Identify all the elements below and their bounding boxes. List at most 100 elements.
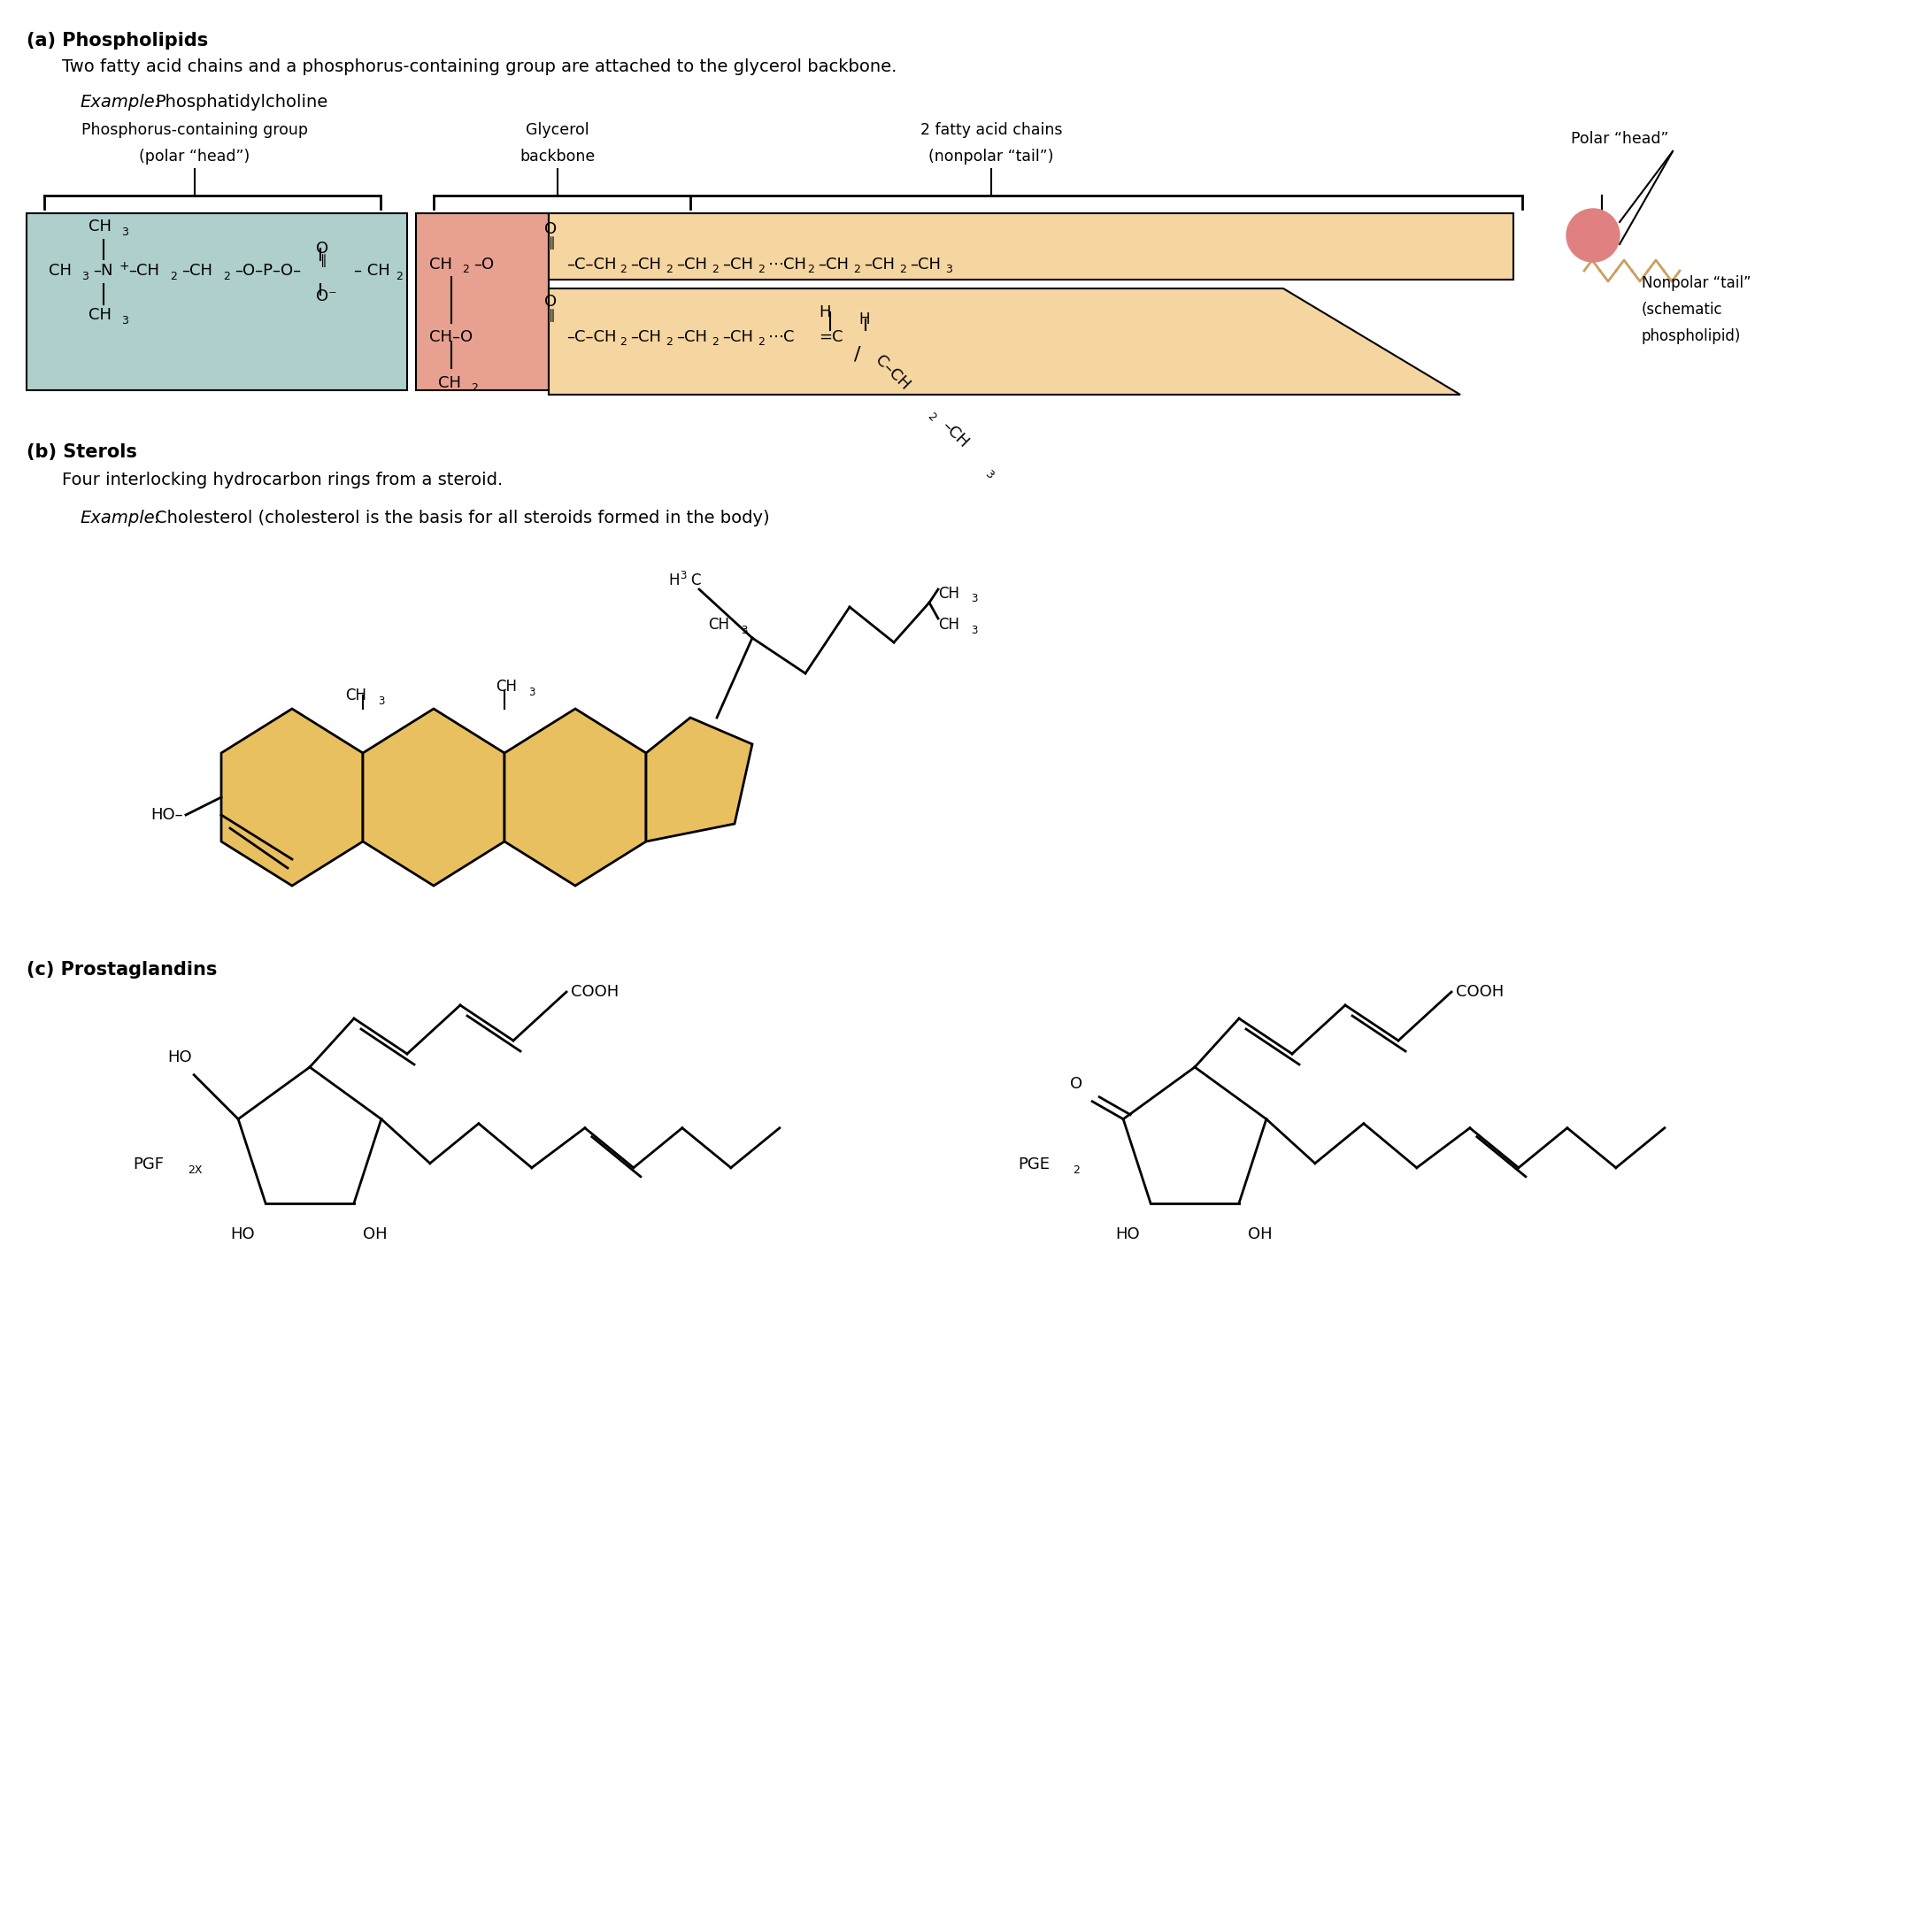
Text: O: O <box>1070 1076 1082 1091</box>
Text: –CH: –CH <box>630 257 661 273</box>
Text: –CH: –CH <box>864 257 895 273</box>
Text: +: + <box>120 259 129 273</box>
Text: Cholesterol (cholesterol is the basis for all steroids formed in the body): Cholesterol (cholesterol is the basis fo… <box>155 509 769 526</box>
Text: –CH: –CH <box>630 328 661 346</box>
Text: O⁻: O⁻ <box>317 288 336 304</box>
Bar <box>415 213 549 390</box>
Text: H: H <box>819 304 831 321</box>
Text: –CH: –CH <box>723 257 753 273</box>
Text: –CH: –CH <box>676 328 707 346</box>
Text: 2: 2 <box>711 336 719 348</box>
Text: Example:: Example: <box>79 509 160 526</box>
Text: 3: 3 <box>122 315 128 327</box>
Text: CH: CH <box>939 586 960 601</box>
Text: 2: 2 <box>222 271 230 282</box>
Text: CH: CH <box>707 617 728 632</box>
Text: ⋯CH: ⋯CH <box>769 257 808 273</box>
Text: CH: CH <box>89 307 112 323</box>
Polygon shape <box>222 709 363 886</box>
Text: 2: 2 <box>665 263 672 275</box>
Text: 2: 2 <box>471 382 477 394</box>
Polygon shape <box>645 718 752 841</box>
Text: O: O <box>545 221 556 236</box>
Text: Phosphatidylcholine: Phosphatidylcholine <box>155 94 328 111</box>
Text: 3: 3 <box>680 571 686 582</box>
Text: (a) Phospholipids: (a) Phospholipids <box>27 33 209 50</box>
Text: – CH: – CH <box>354 263 390 279</box>
Text: H: H <box>668 572 680 588</box>
Text: 2: 2 <box>170 271 178 282</box>
Polygon shape <box>363 709 504 886</box>
Text: 2: 2 <box>757 336 765 348</box>
Text: 2: 2 <box>462 263 469 275</box>
Text: HO: HO <box>230 1226 255 1243</box>
Text: 2X: 2X <box>187 1164 203 1176</box>
Text: /: / <box>854 346 860 363</box>
Text: –C–CH: –C–CH <box>566 257 616 273</box>
Text: ⋯C: ⋯C <box>769 328 796 346</box>
Text: PGE: PGE <box>1018 1156 1049 1172</box>
Text: CH–O: CH–O <box>429 328 473 346</box>
Text: 2: 2 <box>711 263 719 275</box>
Text: –CH: –CH <box>128 263 158 279</box>
Text: 2: 2 <box>808 263 813 275</box>
Text: CH: CH <box>89 219 112 234</box>
Text: –CH: –CH <box>723 328 753 346</box>
Text: COOH: COOH <box>570 984 618 999</box>
Text: phospholipid): phospholipid) <box>1642 328 1741 344</box>
Text: PGF: PGF <box>133 1156 164 1172</box>
Text: 2: 2 <box>854 263 860 275</box>
Text: (b) Sterols: (b) Sterols <box>27 444 137 461</box>
Text: COOH: COOH <box>1457 984 1503 999</box>
Bar <box>549 213 1513 280</box>
Text: 3: 3 <box>379 695 384 707</box>
Text: HO–: HO– <box>151 807 184 822</box>
Text: Four interlocking hydrocarbon rings from a steroid.: Four interlocking hydrocarbon rings from… <box>62 473 502 488</box>
Text: O: O <box>317 240 328 257</box>
Text: 2 fatty acid chains: 2 fatty acid chains <box>920 123 1063 138</box>
Text: 2: 2 <box>898 263 906 275</box>
Text: (polar “head”): (polar “head”) <box>139 148 249 165</box>
Text: 3: 3 <box>945 263 952 275</box>
Text: –CH: –CH <box>910 257 941 273</box>
Text: (nonpolar “tail”): (nonpolar “tail”) <box>929 148 1053 165</box>
Text: 2: 2 <box>925 411 937 423</box>
Text: O: O <box>545 294 556 309</box>
Text: CH: CH <box>48 263 71 279</box>
Text: –CH: –CH <box>182 263 213 279</box>
Text: CH: CH <box>346 688 367 703</box>
Text: 3: 3 <box>972 624 978 636</box>
Text: Phosphorus-containing group: Phosphorus-containing group <box>81 123 307 138</box>
Text: –CH: –CH <box>939 419 972 451</box>
Text: backbone: backbone <box>520 148 595 165</box>
Text: (c) Prostaglandins: (c) Prostaglandins <box>27 960 216 978</box>
Text: ∥: ∥ <box>549 309 556 321</box>
Text: 3: 3 <box>527 686 535 697</box>
Text: 3: 3 <box>981 467 995 480</box>
Circle shape <box>1567 209 1619 261</box>
Text: Example:: Example: <box>79 94 160 111</box>
Text: 3: 3 <box>740 624 748 636</box>
Text: CH: CH <box>429 257 452 273</box>
Text: –C–CH: –C–CH <box>566 328 616 346</box>
Text: 2: 2 <box>757 263 765 275</box>
Text: C: C <box>690 572 701 588</box>
Text: –N: –N <box>93 263 112 279</box>
Text: 3: 3 <box>81 271 89 282</box>
Text: Glycerol: Glycerol <box>526 123 589 138</box>
Text: C–CH: C–CH <box>871 352 912 394</box>
Polygon shape <box>504 709 645 886</box>
Text: –O–P–O–: –O–P–O– <box>234 263 301 279</box>
Text: –CH: –CH <box>817 257 848 273</box>
Text: OH: OH <box>363 1226 386 1243</box>
Text: CH: CH <box>497 678 518 695</box>
Polygon shape <box>549 288 1461 394</box>
Text: Two fatty acid chains and a phosphorus-containing group are attached to the glyc: Two fatty acid chains and a phosphorus-c… <box>62 58 896 75</box>
Text: –CH: –CH <box>676 257 707 273</box>
Text: HO: HO <box>168 1049 191 1064</box>
Text: 3: 3 <box>972 594 978 605</box>
Text: 2: 2 <box>396 271 402 282</box>
Text: Nonpolar “tail”: Nonpolar “tail” <box>1642 275 1750 292</box>
Text: CH: CH <box>439 375 462 392</box>
Text: 3: 3 <box>122 227 128 238</box>
